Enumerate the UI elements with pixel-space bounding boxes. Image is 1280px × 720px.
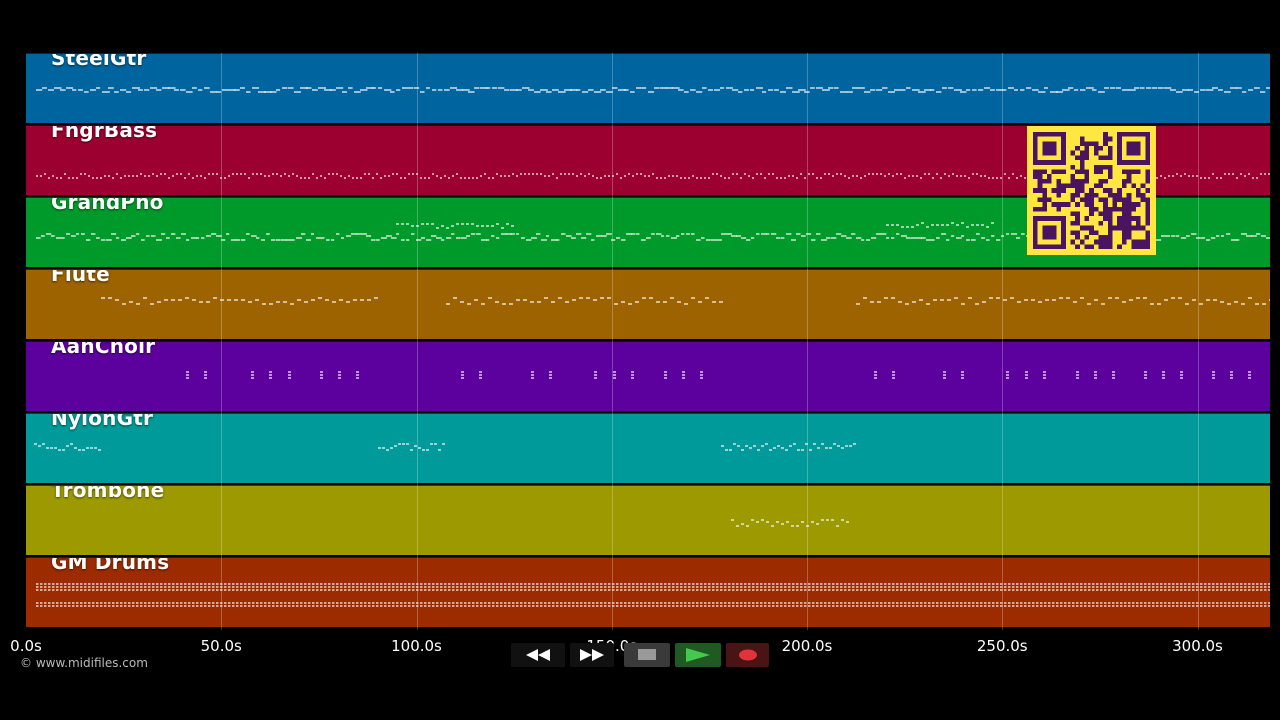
- grid-line: [611, 53, 613, 630]
- play-button[interactable]: [675, 643, 721, 667]
- time-tick-label: 50.0s: [200, 637, 242, 655]
- track-notes: [731, 519, 849, 527]
- track-row[interactable]: SteelGtr: [26, 53, 1270, 123]
- qr-code: [1027, 126, 1156, 255]
- track-notes: [186, 371, 1251, 379]
- track-label: SteelGtr: [51, 53, 147, 70]
- fast-forward-button[interactable]: [570, 643, 614, 667]
- record-button[interactable]: [726, 643, 769, 667]
- track-row[interactable]: Trombone: [26, 485, 1270, 555]
- track-row[interactable]: Flute: [26, 269, 1270, 339]
- time-tick-label: 200.0s: [781, 637, 833, 655]
- stop-button[interactable]: [624, 643, 670, 667]
- grid-line: [807, 53, 808, 630]
- time-tick-label: 300.0s: [1172, 637, 1223, 655]
- grid-line: [221, 53, 223, 630]
- copyright-watermark: © www.midifiles.com: [20, 656, 148, 670]
- grid-line: [1002, 53, 1004, 630]
- stop-icon: [638, 649, 656, 660]
- track-label: FngrBass: [51, 125, 158, 142]
- track-row[interactable]: GM Drums: [26, 557, 1270, 627]
- time-tick-label: 100.0s: [391, 637, 442, 655]
- track-row[interactable]: NylonGtr: [26, 413, 1270, 483]
- track-label: AahChoir: [51, 341, 156, 358]
- grid-line: [1197, 53, 1199, 630]
- record-icon: [738, 649, 757, 661]
- grid-line: [416, 53, 418, 630]
- track-notes: [36, 87, 1270, 93]
- track-label: Trombone: [51, 485, 165, 502]
- rewind-icon: [526, 649, 550, 661]
- qr-code-icon: [1033, 132, 1150, 249]
- track-notes: [36, 583, 1270, 607]
- fast-forward-icon: [580, 649, 604, 661]
- track-label: GM Drums: [51, 557, 170, 574]
- track-label: GrandPno: [51, 197, 164, 214]
- time-tick-label: 0.0s: [10, 637, 42, 655]
- rewind-button[interactable]: [511, 643, 565, 667]
- track-row[interactable]: AahChoir: [26, 341, 1270, 411]
- track-notes: [34, 443, 856, 451]
- track-notes: [101, 297, 1270, 305]
- track-label: NylonGtr: [51, 413, 154, 430]
- play-icon: [686, 648, 710, 662]
- track-label: Flute: [51, 269, 110, 286]
- time-tick-label: 250.0s: [976, 637, 1028, 655]
